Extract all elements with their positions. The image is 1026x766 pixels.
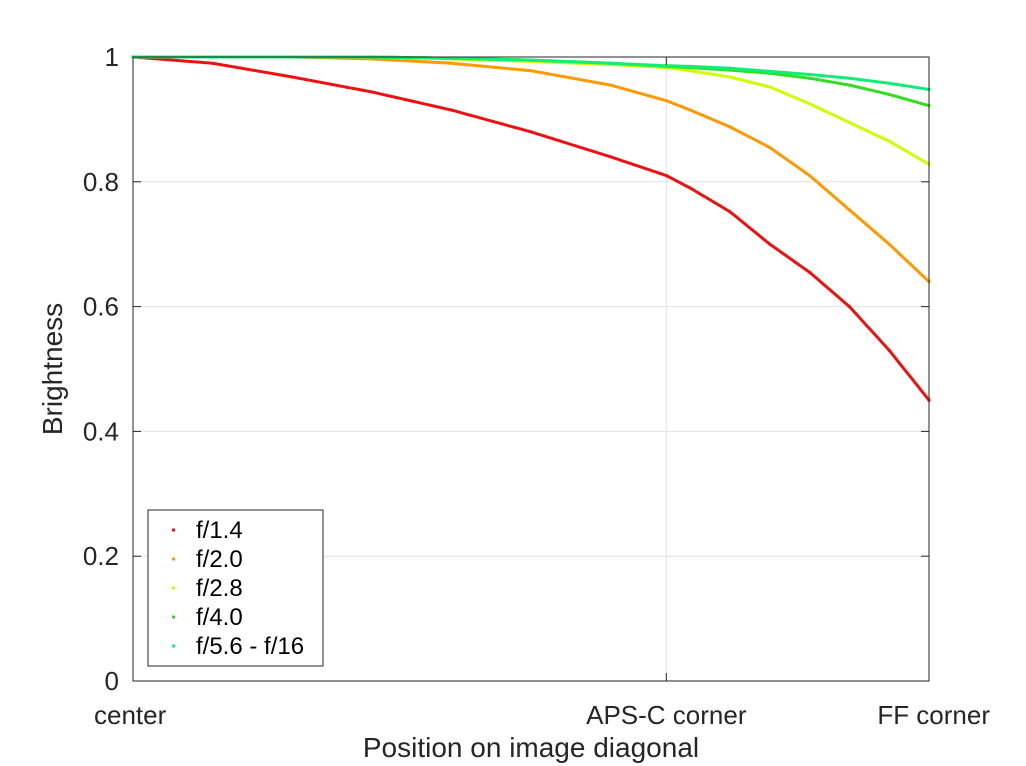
data-point bbox=[728, 66, 732, 70]
x-tick-label: APS-C corner bbox=[586, 700, 747, 730]
legend-marker bbox=[172, 557, 175, 561]
data-point bbox=[688, 69, 692, 73]
data-point bbox=[808, 270, 812, 274]
data-point bbox=[768, 145, 772, 150]
data-point bbox=[688, 186, 692, 190]
y-tick-label: 0.6 bbox=[83, 292, 119, 322]
legend-box bbox=[147, 509, 324, 667]
y-tick-label: 0.2 bbox=[83, 541, 119, 571]
legend-marker bbox=[172, 615, 175, 619]
data-point bbox=[847, 76, 852, 80]
data-point bbox=[768, 69, 772, 73]
x-tick-label: center bbox=[94, 700, 167, 730]
data-point bbox=[847, 120, 852, 125]
plot-frame bbox=[132, 56, 930, 682]
data-point bbox=[688, 64, 692, 68]
y-tick-label: 0.4 bbox=[83, 416, 119, 446]
legend-entry: f/1.4 bbox=[196, 517, 243, 544]
legend-entry: f/5.6 - f/16 bbox=[196, 633, 304, 660]
data-point bbox=[808, 76, 812, 80]
data-point bbox=[847, 208, 852, 212]
data-point bbox=[688, 108, 692, 112]
data-point bbox=[887, 92, 891, 97]
tick-labels: 0 0.2 0.4 0.6 0.8 1 center APS-C corner FF corne… bbox=[83, 42, 990, 730]
data-point bbox=[449, 61, 453, 65]
data-point bbox=[609, 61, 613, 65]
data-point bbox=[529, 58, 533, 62]
legend-marker bbox=[172, 528, 175, 532]
data-point bbox=[529, 130, 533, 134]
y-tick-label: 1 bbox=[105, 42, 119, 72]
data-point bbox=[847, 305, 852, 309]
legend-marker bbox=[172, 644, 175, 648]
data-point bbox=[664, 173, 668, 178]
data-point bbox=[609, 83, 613, 87]
data-point bbox=[664, 64, 668, 68]
data-point bbox=[887, 139, 891, 143]
legend-marker bbox=[172, 586, 175, 590]
x-tick-label: FF corner bbox=[877, 700, 990, 730]
x-axis-label: Position on image diagonal bbox=[363, 732, 699, 763]
data-point bbox=[768, 242, 772, 246]
data-point bbox=[609, 155, 613, 159]
data-point bbox=[211, 61, 215, 65]
data-point bbox=[887, 348, 891, 352]
legend-entry: f/2.0 bbox=[196, 546, 243, 573]
data-point bbox=[664, 99, 668, 103]
data-point bbox=[887, 242, 891, 246]
data-point bbox=[808, 102, 812, 106]
legend-entry: f/4.0 bbox=[196, 604, 243, 631]
data-point bbox=[370, 90, 374, 94]
legend: f/1.4f/2.0f/2.8f/4.0f/5.6 - f/16 bbox=[147, 509, 324, 667]
data-point bbox=[728, 210, 732, 214]
data-point bbox=[808, 72, 812, 77]
data-point bbox=[808, 173, 812, 178]
y-axis-label: Brightness bbox=[37, 303, 68, 435]
data-point bbox=[728, 125, 732, 129]
y-tick-label: 0.8 bbox=[83, 167, 119, 197]
data-point bbox=[449, 108, 453, 112]
data-point bbox=[847, 83, 852, 87]
legend-entry: f/2.8 bbox=[196, 575, 243, 602]
data-point bbox=[728, 75, 732, 79]
data-point bbox=[529, 69, 533, 73]
data-point bbox=[768, 85, 772, 89]
y-tick-label: 0 bbox=[105, 666, 119, 696]
data-point bbox=[887, 81, 891, 85]
data-point bbox=[290, 75, 294, 79]
tick-marks bbox=[132, 56, 930, 682]
